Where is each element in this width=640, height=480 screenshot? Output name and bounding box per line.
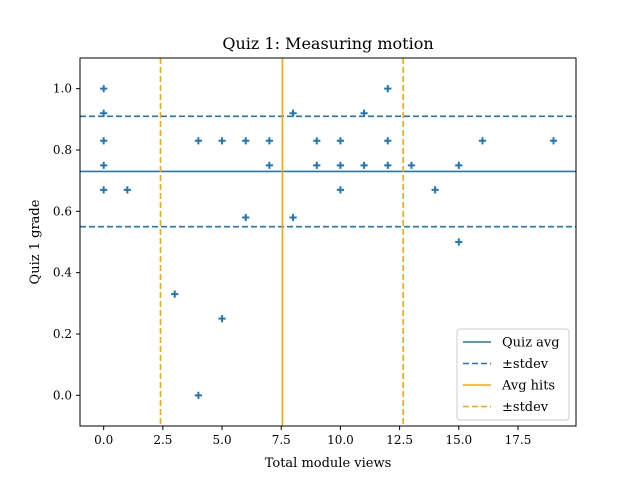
legend-label: Quiz avg <box>502 336 560 351</box>
data-point <box>478 137 487 145</box>
data-point <box>123 186 131 194</box>
legend: Quiz avg ±stdev Avg hits ±stdev <box>456 328 570 421</box>
data-point <box>336 186 345 194</box>
y-tick-label: 1.0 <box>53 82 72 96</box>
x-axis-ticks: 0.0 2.5 5.0 7.5 10.0 12.5 15.0 17.5 <box>94 426 531 447</box>
data-point <box>100 186 108 194</box>
legend-label: Avg hits <box>501 379 555 394</box>
data-point <box>289 109 297 117</box>
x-tick-label: 12.5 <box>386 433 413 447</box>
data-point <box>336 137 345 145</box>
data-point <box>431 186 439 194</box>
data-point <box>100 161 108 169</box>
y-tick-label: 0.2 <box>53 327 72 341</box>
legend-box <box>456 328 570 421</box>
data-point <box>194 391 202 399</box>
y-tick-label: 0.0 <box>53 388 72 402</box>
y-axis-label: Quiz 1 grade <box>28 199 43 284</box>
data-point <box>384 161 392 169</box>
y-tick-label: 0.4 <box>53 266 72 280</box>
data-point <box>407 161 416 169</box>
y-tick-label: 0.8 <box>53 143 72 157</box>
data-point <box>384 85 392 93</box>
data-point <box>265 161 274 169</box>
data-point <box>100 137 108 145</box>
data-point <box>218 137 226 145</box>
data-point <box>242 213 250 222</box>
data-point <box>336 161 345 169</box>
data-point <box>171 290 179 298</box>
scatter-points <box>100 85 558 399</box>
x-tick-label: 0.0 <box>94 433 113 447</box>
data-point <box>384 137 392 145</box>
plot-frame <box>79 57 577 427</box>
y-axis-ticks: 0.0 0.2 0.4 0.6 0.8 1.0 <box>53 82 80 402</box>
legend-label: ±stdev <box>502 400 549 415</box>
x-tick-label: 2.5 <box>153 433 172 447</box>
x-tick-label: 7.5 <box>272 433 291 447</box>
data-point <box>242 137 250 145</box>
data-point <box>194 137 202 145</box>
x-tick-label: 17.5 <box>505 433 532 447</box>
legend-label: ±stdev <box>502 357 549 372</box>
data-point <box>549 137 558 145</box>
x-axis-label: Total module views <box>265 456 392 471</box>
x-tick-label: 15.0 <box>445 433 472 447</box>
data-point <box>100 85 108 93</box>
y-tick-label: 0.6 <box>53 204 72 218</box>
data-point <box>289 213 297 222</box>
reference-lines <box>80 58 576 426</box>
chart-title: Quiz 1: Measuring motion <box>222 34 433 53</box>
data-point <box>313 137 321 145</box>
data-point <box>455 161 463 169</box>
data-point <box>313 161 321 169</box>
data-point <box>218 315 226 323</box>
x-tick-label: 5.0 <box>213 433 232 447</box>
data-point <box>360 161 368 169</box>
data-point <box>455 238 463 246</box>
data-point <box>265 137 274 145</box>
data-point <box>100 109 108 117</box>
x-tick-label: 10.0 <box>327 433 354 447</box>
data-point <box>360 109 368 117</box>
